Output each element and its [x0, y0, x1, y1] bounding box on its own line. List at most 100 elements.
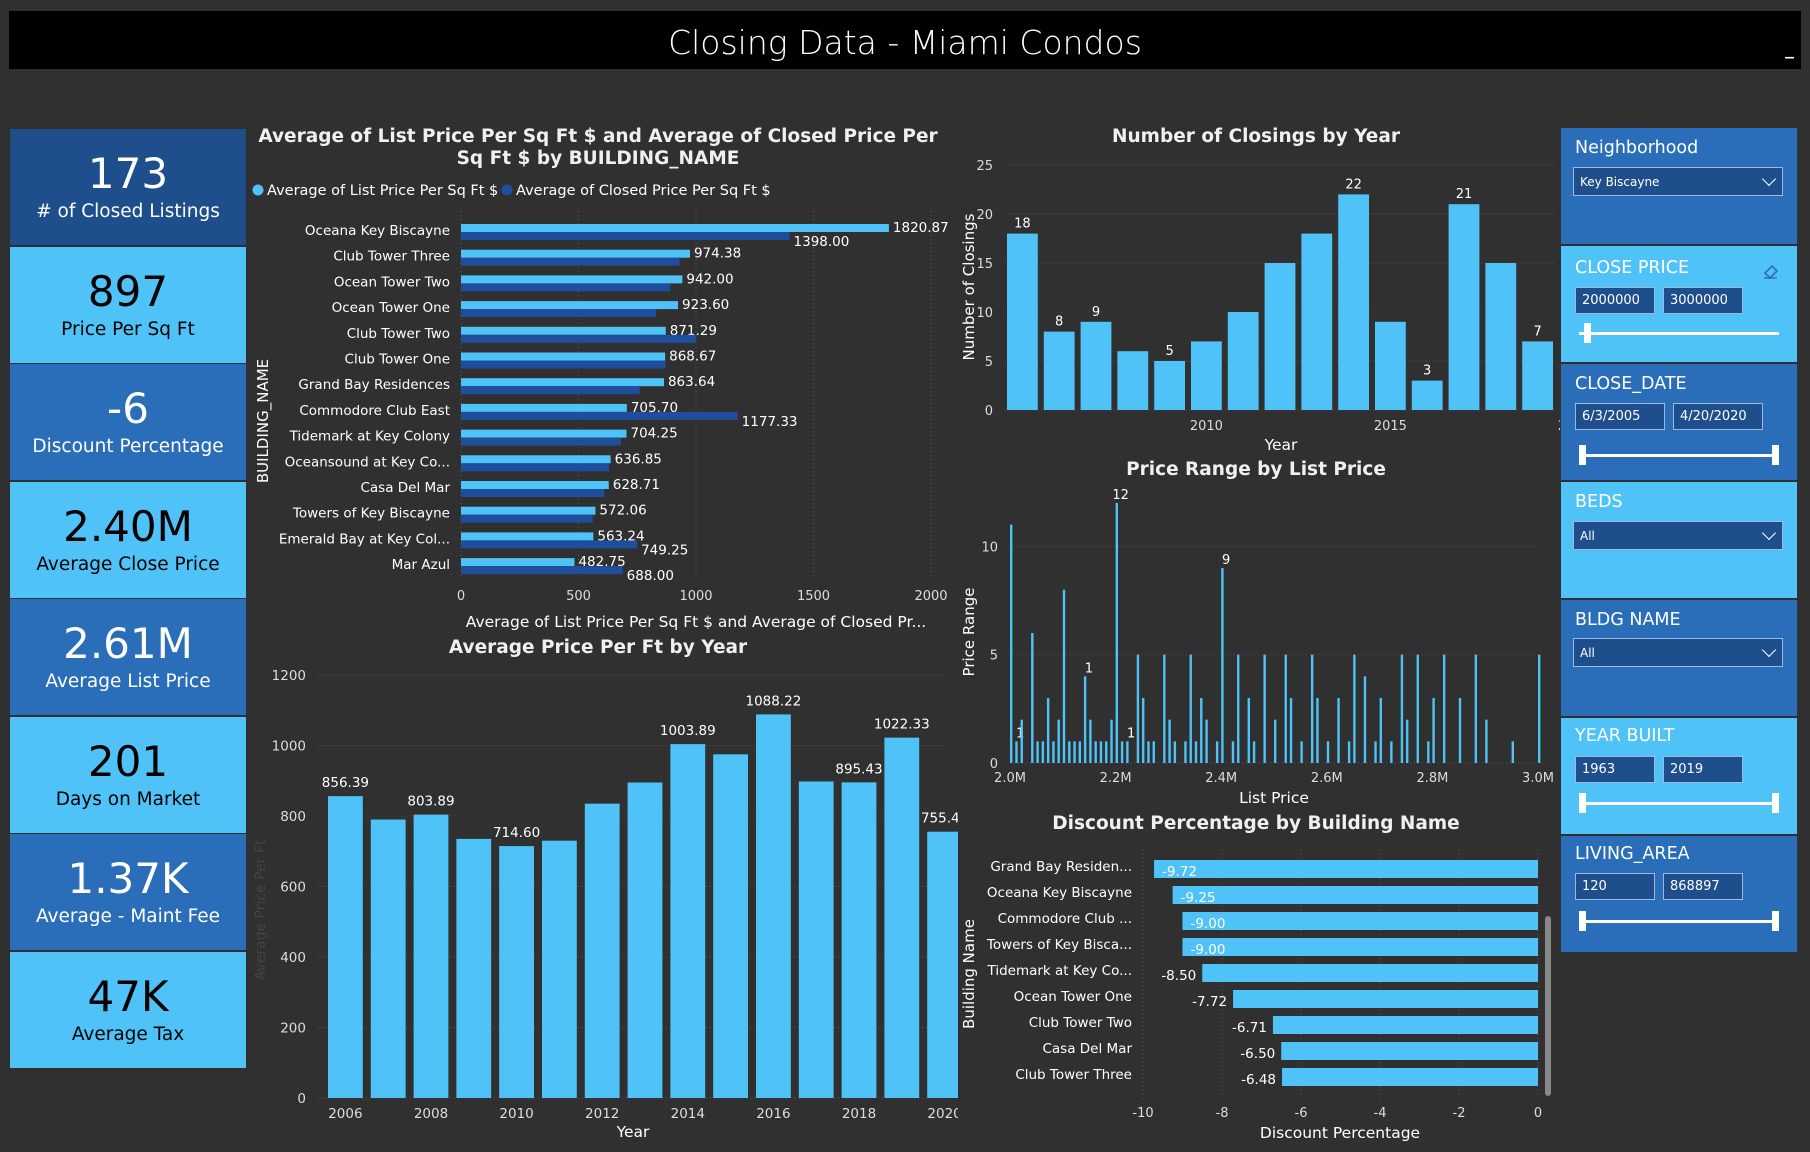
- y-tick-label: 5: [985, 355, 993, 370]
- close-date-slider-track[interactable]: [1579, 445, 1779, 465]
- bar: [1338, 194, 1369, 410]
- close-date-slider-min-handle[interactable]: [1579, 445, 1586, 465]
- slicer-year-built: YEAR BUILT 1963 2019: [1561, 718, 1797, 834]
- category-label: Club Tower Two: [347, 326, 450, 342]
- category-label: Towers of Key Bisca...: [986, 937, 1132, 953]
- x-tick-label: 2020: [1558, 419, 1560, 434]
- chevron-down-icon: [1761, 642, 1777, 658]
- data-label: 1003.89: [660, 723, 716, 739]
- slicer-neighborhood-label: Neighborhood: [1575, 138, 1699, 158]
- kpi-card: 2.61M Average List Price: [10, 599, 246, 715]
- close-price-slider-min-handle[interactable]: [1584, 323, 1591, 343]
- kpi-label: Average Tax: [71, 1023, 185, 1045]
- slicer-year-built-label: YEAR BUILT: [1575, 726, 1675, 746]
- bar: [1227, 312, 1259, 410]
- bar: [461, 224, 889, 232]
- data-label: 8: [1055, 315, 1063, 330]
- close-price-slider-track[interactable]: [1579, 323, 1779, 343]
- bar: [1182, 912, 1538, 930]
- category-label: Casa Del Mar: [360, 480, 450, 496]
- bar: [461, 301, 679, 310]
- data-label: -9.25: [1181, 890, 1216, 906]
- bar: [1083, 676, 1087, 763]
- slicer-beds-label: BEDS: [1575, 492, 1623, 512]
- year-built-slider-min-handle[interactable]: [1579, 793, 1586, 813]
- bar: [1173, 741, 1177, 763]
- y-tick-label: 0: [985, 404, 993, 419]
- data-label: 3: [1423, 364, 1431, 379]
- y-tick-label: 1000: [272, 739, 306, 755]
- category-label: Tidemark at Key Co...: [987, 963, 1133, 979]
- bar: [461, 309, 657, 318]
- bar: [461, 378, 664, 387]
- data-label: 974.38: [694, 246, 741, 262]
- close-date-slider-max-handle[interactable]: [1772, 445, 1779, 465]
- year-built-min-input[interactable]: 1963: [1575, 756, 1655, 783]
- data-label: 1820.87: [893, 220, 949, 236]
- bar: [1154, 860, 1538, 878]
- beds-dropdown[interactable]: All: [1573, 521, 1783, 550]
- year-built-slider-max-handle[interactable]: [1772, 793, 1779, 813]
- living-area-min-input[interactable]: 120: [1575, 873, 1655, 900]
- bar: [461, 437, 621, 446]
- legend-marker: [501, 184, 513, 196]
- kpi-value: 2.40M: [63, 501, 193, 551]
- bar: [1215, 741, 1219, 763]
- slicer-living-area: LIVING_AREA 120 868897: [1561, 836, 1797, 952]
- y-tick-label: 800: [280, 809, 306, 825]
- living-area-max-input[interactable]: 868897: [1663, 873, 1743, 900]
- bar: [413, 814, 449, 1098]
- chevron-down-icon: [1761, 525, 1777, 541]
- y-tick-label: 600: [280, 880, 306, 896]
- data-label: 755.43: [921, 811, 958, 827]
- bldg-name-dropdown-value: All: [1580, 646, 1595, 660]
- bar: [1031, 633, 1034, 763]
- discount-chart-scrollbar[interactable]: [1545, 916, 1551, 1096]
- living-area-slider-min-handle[interactable]: [1579, 911, 1586, 931]
- bar: [1068, 741, 1071, 763]
- y-tick-label: 10: [976, 306, 993, 321]
- slicer-close-price: CLOSE PRICE 2000000 3000000: [1561, 246, 1797, 362]
- x-tick-label: 2.2M: [1100, 771, 1132, 786]
- bar: [1538, 654, 1541, 763]
- y-tick-label: 25: [976, 159, 993, 174]
- close-price-min-input[interactable]: 2000000: [1575, 287, 1655, 314]
- y-axis-label: Number of Closings: [960, 213, 978, 360]
- living-area-slider-track[interactable]: [1579, 911, 1779, 931]
- bar: [1010, 524, 1013, 763]
- bar: [1263, 654, 1266, 763]
- kpi-label: Average Close Price: [36, 553, 220, 575]
- bar: [1442, 654, 1446, 763]
- year-built-slider-track[interactable]: [1579, 793, 1779, 813]
- close-date-min-input[interactable]: 6/3/2005: [1575, 403, 1665, 430]
- close-price-max-input[interactable]: 3000000: [1663, 287, 1743, 314]
- data-label: 1398.00: [794, 234, 850, 250]
- bar: [499, 846, 534, 1098]
- legend-label: Average of Closed Price Per Sq Ft $: [516, 183, 771, 199]
- kpi-value: 201: [87, 736, 169, 786]
- bar: [1427, 741, 1430, 763]
- kpi-label: Price Per Sq Ft: [61, 318, 195, 340]
- year-built-max-input[interactable]: 2019: [1663, 756, 1743, 783]
- category-label: Oceana Key Biscayne: [305, 223, 450, 239]
- neighborhood-dropdown[interactable]: Key Biscayne: [1573, 167, 1783, 196]
- bar: [1310, 654, 1314, 763]
- minimize-icon[interactable]: –: [1784, 45, 1795, 70]
- eraser-icon[interactable]: [1761, 260, 1781, 280]
- bar: [1115, 503, 1118, 763]
- data-label: -8.50: [1161, 968, 1196, 984]
- data-label: 572.06: [599, 503, 646, 519]
- bldg-name-dropdown[interactable]: All: [1573, 638, 1783, 667]
- x-tick-label: 2006: [328, 1106, 362, 1122]
- discount-chart: -10 -8 -6 -4 -2 0 Grand Bay Residen... -9.72 Oce…: [960, 850, 1542, 1142]
- living-area-slider-max-handle[interactable]: [1772, 911, 1779, 931]
- y-axis-label: Building Name: [960, 919, 978, 1029]
- x-tick-label: -8: [1216, 1106, 1229, 1121]
- data-label: 1022.33: [874, 717, 930, 733]
- category-label: Mar Azul: [392, 557, 450, 573]
- bar: [1375, 321, 1406, 410]
- kpi-card: 1.37K Average - Maint Fee: [10, 834, 246, 950]
- close-date-max-input[interactable]: 4/20/2020: [1673, 403, 1763, 430]
- bar: [461, 360, 666, 369]
- bar: [841, 782, 877, 1098]
